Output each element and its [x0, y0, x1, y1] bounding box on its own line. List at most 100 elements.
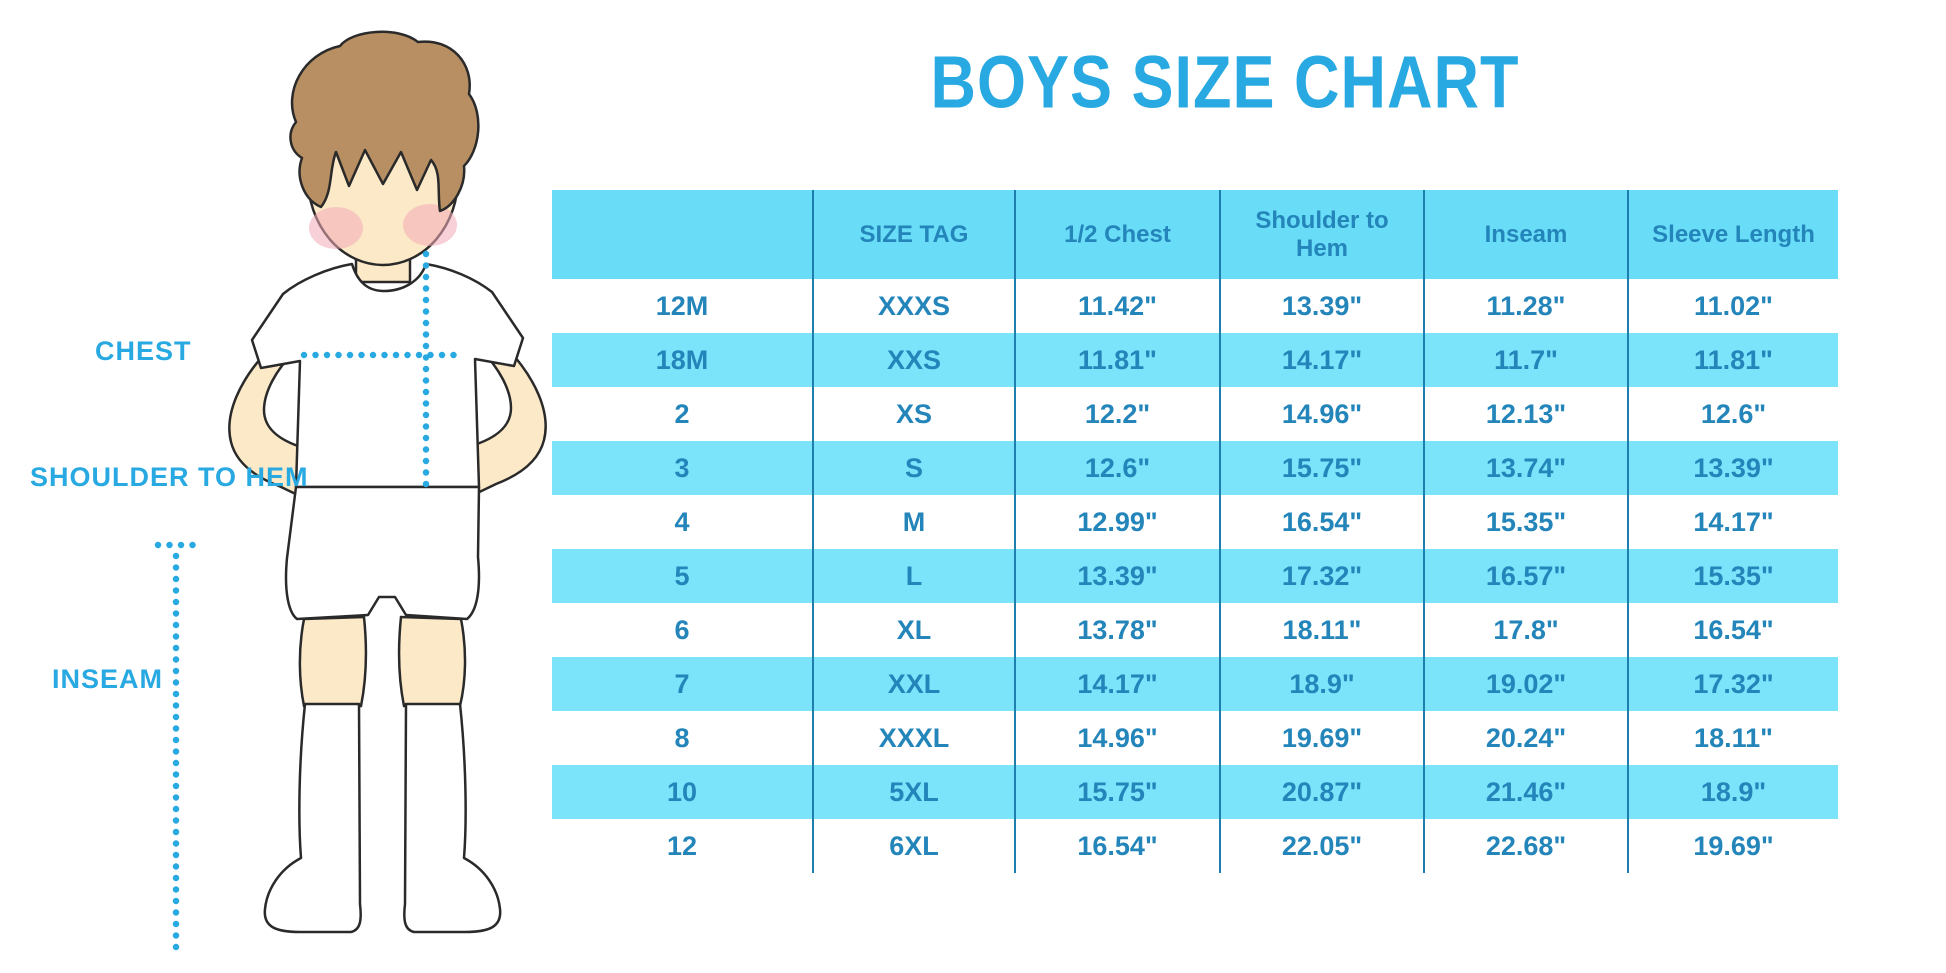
value-cell: 13.39" — [1219, 279, 1423, 333]
value-cell: L — [812, 549, 1014, 603]
table-row: 6 XL 13.78" 18.11" 17.8" 16.54" — [552, 603, 1838, 657]
boy-shorts — [284, 485, 481, 621]
value-cell: 16.57" — [1423, 549, 1627, 603]
value-cell: 18.9" — [1627, 765, 1838, 819]
value-cell: 14.17" — [1219, 333, 1423, 387]
value-cell: XXS — [812, 333, 1014, 387]
value-cell: S — [812, 441, 1014, 495]
boy-leg-left — [298, 615, 368, 708]
value-cell: 12.13" — [1423, 387, 1627, 441]
value-cell: 12.6" — [1627, 387, 1838, 441]
boy-illustration: CHEST SHOULDER TO HEM INSEAM — [0, 0, 552, 973]
table-row: 8 XXXL 14.96" 19.69" 20.24" 18.11" — [552, 711, 1838, 765]
value-cell: 11.7" — [1423, 333, 1627, 387]
boy-cheek-left — [309, 207, 363, 249]
header-cell-size-tag: SIZE TAG — [812, 190, 1014, 279]
table-row: 12M XXXS 11.42" 13.39" 11.28" 11.02" — [552, 279, 1838, 333]
boy-leg-right — [397, 615, 467, 708]
table-row: 5 L 13.39" 17.32" 16.57" 15.35" — [552, 549, 1838, 603]
value-cell: 12.2" — [1014, 387, 1219, 441]
boy-arm-right — [469, 346, 547, 498]
value-cell: 13.39" — [1014, 549, 1219, 603]
value-cell: 14.17" — [1627, 495, 1838, 549]
value-cell: 17.32" — [1627, 657, 1838, 711]
value-cell: 13.39" — [1627, 441, 1838, 495]
size-cell: 7 — [674, 668, 690, 699]
value-cell: 19.02" — [1423, 657, 1627, 711]
value-cell: 11.81" — [1627, 333, 1838, 387]
value-cell: M — [812, 495, 1014, 549]
value-cell: 14.96" — [1219, 387, 1423, 441]
value-cell: 18.9" — [1219, 657, 1423, 711]
table-row: 4 M 12.99" 16.54" 15.35" 14.17" — [552, 495, 1838, 549]
value-cell: 19.69" — [1627, 819, 1838, 873]
table-row: 12 6XL 16.54" 22.05" 22.68" 19.69" — [552, 819, 1838, 873]
value-cell: 17.8" — [1423, 603, 1627, 657]
boy-tshirt — [250, 262, 525, 489]
header-cell-size — [552, 190, 812, 279]
value-cell: 11.02" — [1627, 279, 1838, 333]
value-cell: 22.68" — [1423, 819, 1627, 873]
value-cell: XXL — [812, 657, 1014, 711]
value-cell: 16.54" — [1627, 603, 1838, 657]
page-title: BOYS SIZE CHART — [930, 41, 1520, 124]
table-row: 18M XXS 11.81" 14.17" 11.7" 11.81" — [552, 333, 1838, 387]
table-header-row: SIZE TAG 1/2 Chest Shoulder to Hem Insea… — [552, 190, 1838, 279]
value-cell: 22.05" — [1219, 819, 1423, 873]
value-cell: 15.35" — [1423, 495, 1627, 549]
boy-arm-left — [228, 348, 306, 500]
value-cell: 16.54" — [1014, 819, 1219, 873]
value-cell: 15.75" — [1219, 441, 1423, 495]
size-cell: 18M — [655, 344, 709, 375]
size-cell: 12 — [666, 830, 698, 861]
chest-label: CHEST — [95, 336, 192, 366]
boy-sock-left — [263, 702, 362, 934]
value-cell: 21.46" — [1423, 765, 1627, 819]
value-cell: 17.32" — [1219, 549, 1423, 603]
size-cell: 2 — [674, 398, 690, 429]
boy-drawing — [154, 30, 547, 954]
value-cell: 12.6" — [1014, 441, 1219, 495]
value-cell: 15.35" — [1627, 549, 1838, 603]
shoulder-to-hem-label: SHOULDER TO HEM — [30, 462, 309, 492]
table-row: 2 XS 12.2" 14.96" 12.13" 12.6" — [552, 387, 1838, 441]
table-row: 10 5XL 15.75" 20.87" 21.46" 18.9" — [552, 765, 1838, 819]
inseam-label: INSEAM — [52, 664, 164, 694]
value-cell: 14.96" — [1014, 711, 1219, 765]
value-cell: XXXS — [812, 279, 1014, 333]
value-cell: 16.54" — [1219, 495, 1423, 549]
value-cell: 18.11" — [1627, 711, 1838, 765]
value-cell: 20.87" — [1219, 765, 1423, 819]
size-cell: 12M — [655, 290, 709, 321]
size-cell: 10 — [666, 776, 698, 807]
boy-sock-right — [403, 702, 502, 934]
value-cell: 5XL — [812, 765, 1014, 819]
value-cell: XXXL — [812, 711, 1014, 765]
value-cell: 18.11" — [1219, 603, 1423, 657]
boy-hair — [289, 30, 480, 213]
header-cell-half-chest: 1/2 Chest — [1014, 190, 1219, 279]
size-cell: 5 — [674, 560, 690, 591]
boy-cheek-right — [403, 204, 457, 246]
value-cell: 11.28" — [1423, 279, 1627, 333]
size-cell: 4 — [674, 506, 690, 537]
value-cell: 6XL — [812, 819, 1014, 873]
header-cell-inseam: Inseam — [1423, 190, 1627, 279]
size-cell: 6 — [674, 614, 690, 645]
value-cell: 13.78" — [1014, 603, 1219, 657]
table-row: 7 XXL 14.17" 18.9" 19.02" 17.32" — [552, 657, 1838, 711]
size-cell: 8 — [674, 722, 690, 753]
value-cell: 14.17" — [1014, 657, 1219, 711]
value-cell: 15.75" — [1014, 765, 1219, 819]
size-table: SIZE TAG 1/2 Chest Shoulder to Hem Insea… — [552, 190, 1838, 873]
value-cell: 19.69" — [1219, 711, 1423, 765]
value-cell: XS — [812, 387, 1014, 441]
table-row: 3 S 12.6" 15.75" 13.74" 13.39" — [552, 441, 1838, 495]
header-cell-sleeve-length: Sleeve Length — [1627, 190, 1838, 279]
value-cell: 20.24" — [1423, 711, 1627, 765]
value-cell: 12.99" — [1014, 495, 1219, 549]
value-cell: XL — [812, 603, 1014, 657]
header-cell-shoulder-to-hem: Shoulder to Hem — [1219, 190, 1423, 279]
size-cell: 3 — [674, 452, 690, 483]
